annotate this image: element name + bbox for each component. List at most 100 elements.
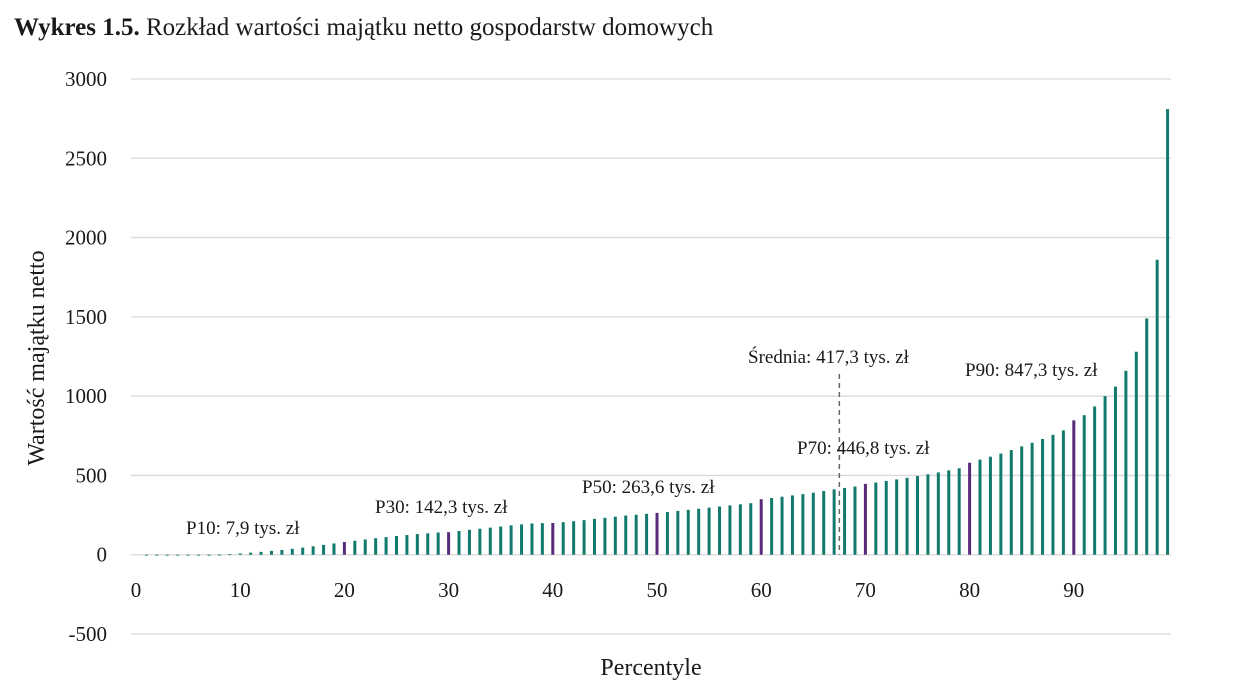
x-tick-labels: 0 10 20 30 40 50 60 70 80 90 <box>131 578 1085 602</box>
x-tick-label: 70 <box>855 578 876 602</box>
bar-p37 <box>520 524 524 555</box>
bar-p53 <box>686 509 690 555</box>
bar-p34 <box>488 527 492 555</box>
bar-p70 <box>863 483 867 555</box>
bar-p11 <box>249 552 253 555</box>
x-tick-label: 90 <box>1063 578 1084 602</box>
bar-p54 <box>697 508 701 555</box>
annotations: P10: 7,9 tys. zł P30: 142,3 tys. zł P50: 2… <box>186 346 1098 539</box>
annotation-p50: P50: 263,6 tys. zł <box>582 477 715 498</box>
chart-title-text: Rozkład wartości majątku netto gospodars… <box>139 14 714 41</box>
bar-p49 <box>645 513 649 555</box>
bar-p58 <box>738 504 742 555</box>
bar-p73 <box>895 479 899 555</box>
x-tick-label: 30 <box>438 578 459 602</box>
bar-p16 <box>301 547 305 555</box>
bar-p83 <box>999 453 1003 555</box>
x-tick-label: 80 <box>959 578 980 602</box>
bar-p4 <box>176 554 180 556</box>
bar-p67 <box>832 489 836 555</box>
bar-p31 <box>457 530 461 555</box>
bar-p41 <box>561 522 565 555</box>
bar-p90 <box>1072 420 1076 555</box>
bar-p65 <box>811 492 815 555</box>
bar-p59 <box>749 503 753 555</box>
y-axis-title: Wartość majątku netto <box>24 250 50 465</box>
bar-p9 <box>228 554 232 556</box>
bar-p24 <box>384 537 388 555</box>
bar-p12 <box>259 551 263 555</box>
bar-p46 <box>613 516 617 555</box>
bar-p80 <box>968 462 972 555</box>
bar-p78 <box>947 470 951 555</box>
y-tick-label: 2500 <box>65 146 107 170</box>
y-tick-label: 1500 <box>65 305 107 329</box>
bar-p85 <box>1020 446 1024 555</box>
bar-p51 <box>665 512 669 555</box>
bar-p92 <box>1093 406 1097 555</box>
bar-p61 <box>770 497 774 555</box>
bar-p56 <box>718 506 722 555</box>
bar-p15 <box>290 548 294 555</box>
annotation-p30: P30: 142,3 tys. zł <box>375 497 508 518</box>
bar-p22 <box>363 539 367 555</box>
bar-p64 <box>801 494 805 555</box>
bar-p62 <box>780 496 784 555</box>
bar-p39 <box>540 523 544 555</box>
x-tick-label: 10 <box>230 578 251 602</box>
bar-p19 <box>332 543 336 555</box>
y-tick-label: 1000 <box>65 384 107 408</box>
bar-p91 <box>1082 415 1086 555</box>
bar-p25 <box>395 536 398 555</box>
bar-p6 <box>197 554 201 556</box>
bar-p3 <box>165 554 169 556</box>
bar-p72 <box>884 480 888 555</box>
bar-p38 <box>530 523 534 555</box>
bar-p87 <box>1041 438 1045 555</box>
bar-p99 <box>1166 109 1170 555</box>
bar-p88 <box>1051 434 1055 555</box>
x-tick-label: 50 <box>647 578 668 602</box>
annotation-p90: P90: 847,3 tys. zł <box>965 360 1098 381</box>
grid-lines <box>131 78 1171 635</box>
bar-p26 <box>405 535 409 555</box>
bar-p32 <box>467 529 471 555</box>
bar-p23 <box>374 538 378 555</box>
y-tick-label: -500 <box>69 622 108 646</box>
bar-p96 <box>1134 351 1138 555</box>
bar-p89 <box>1061 430 1065 555</box>
bar-p86 <box>1030 442 1034 555</box>
chart-title-number: Wykres 1.5. <box>14 14 140 41</box>
bar-p98 <box>1155 259 1159 555</box>
bar-p30 <box>447 532 451 555</box>
bar-p17 <box>311 546 315 555</box>
bar-p63 <box>790 495 794 555</box>
x-axis-title: Percentyle <box>600 655 701 681</box>
annotation-mean: Średnia: 417,3 tys. zł <box>748 346 910 368</box>
bar-p50 <box>655 512 659 555</box>
x-tick-label: 20 <box>334 578 355 602</box>
bar-p97 <box>1145 318 1149 555</box>
bar-p43 <box>582 520 586 555</box>
bar-p44 <box>592 518 596 555</box>
annotation-p70: P70: 446,8 tys. zł <box>797 438 930 459</box>
bar-p35 <box>499 526 503 555</box>
bar-p55 <box>707 507 711 555</box>
y-tick-labels: 3000 2500 2000 1500 1000 500 0 -500 <box>65 67 107 646</box>
bar-p29 <box>436 532 440 555</box>
y-tick-label: 0 <box>97 543 108 567</box>
bar-p33 <box>478 528 482 555</box>
bar-p57 <box>728 505 732 555</box>
bar-p94 <box>1113 386 1117 555</box>
bar-p74 <box>905 477 909 555</box>
bar-p28 <box>426 533 430 555</box>
bar-p36 <box>509 525 513 555</box>
bar-p69 <box>853 486 857 555</box>
chart-title: Wykres 1.5. Rozkład wartości majątku net… <box>14 14 713 42</box>
bar-p13 <box>269 550 273 555</box>
bar-p82 <box>988 456 992 555</box>
bar-p18 <box>322 544 326 555</box>
y-tick-label: 500 <box>76 463 108 487</box>
bar-p21 <box>353 540 357 555</box>
